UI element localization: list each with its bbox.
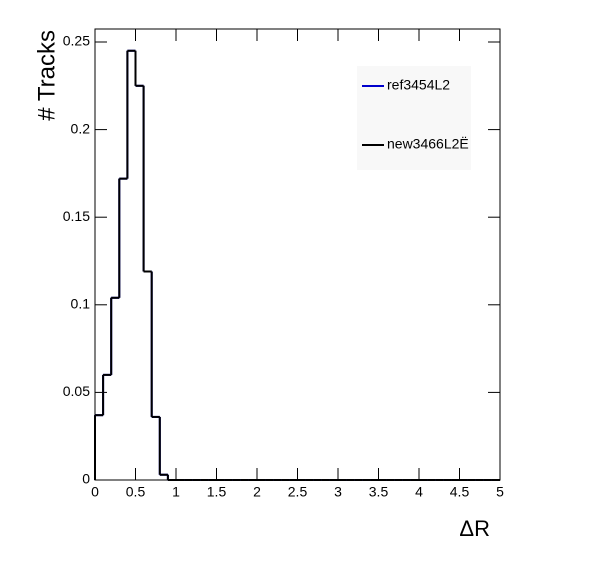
x-tick-label: 4 xyxy=(415,484,423,500)
legend-label: new3466L2Ë xyxy=(387,136,469,152)
x-tick-label: 0.5 xyxy=(126,484,146,500)
x-tick-label: 2 xyxy=(253,484,261,500)
x-axis-label: ΔR xyxy=(459,516,490,541)
y-tick-label: 0.1 xyxy=(71,296,91,312)
x-tick-label: 1 xyxy=(172,484,180,500)
x-tick-label: 3.5 xyxy=(369,484,389,500)
legend-box xyxy=(357,66,471,170)
x-tick-label: 5 xyxy=(496,484,504,500)
x-tick-label: 4.5 xyxy=(450,484,470,500)
x-tick-label: 2.5 xyxy=(288,484,308,500)
x-tick-label: 0 xyxy=(91,484,99,500)
legend-label: ref3454L2 xyxy=(387,77,450,93)
y-tick-label: 0.25 xyxy=(63,33,90,49)
y-tick-label: 0.05 xyxy=(63,383,90,399)
x-tick-label: 3 xyxy=(334,484,342,500)
y-tick-label: 0 xyxy=(82,471,90,487)
y-tick-label: 0.15 xyxy=(63,208,90,224)
y-axis-label: # Tracks xyxy=(33,30,60,121)
x-tick-label: 1.5 xyxy=(207,484,227,500)
y-tick-label: 0.2 xyxy=(71,120,91,136)
